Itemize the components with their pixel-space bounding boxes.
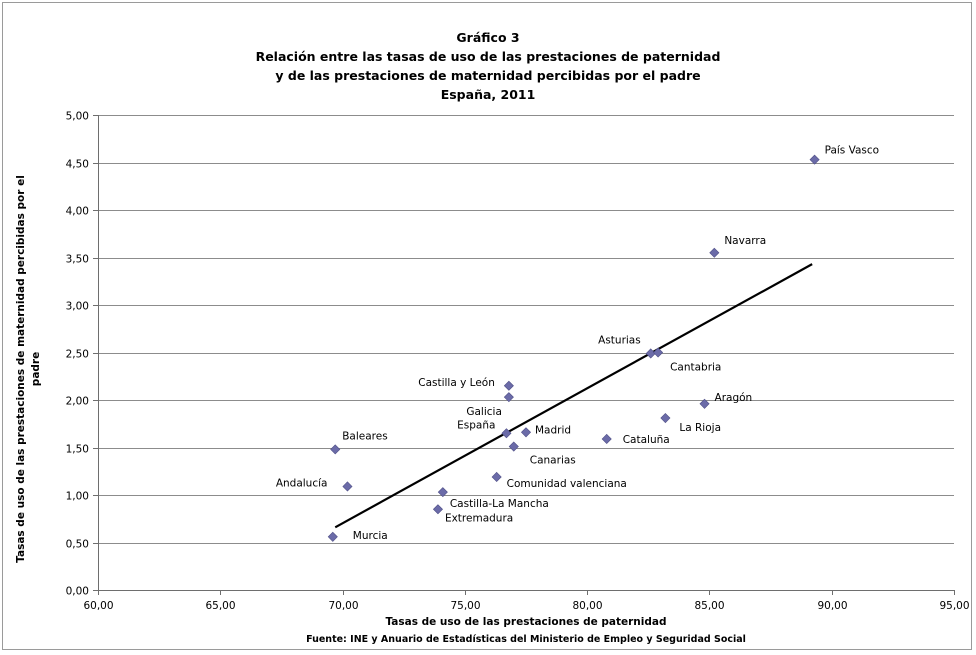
data-point-label: Castilla-La Mancha	[450, 498, 549, 510]
x-tick-label: 60,00	[83, 600, 113, 612]
data-points	[327, 154, 820, 542]
data-point-marker	[660, 413, 671, 424]
data-point-label: País Vasco	[825, 145, 880, 157]
title-line-4: España, 2011	[441, 87, 536, 102]
title-line-1: Gráfico 3	[456, 30, 519, 45]
data-point-marker	[601, 433, 612, 444]
data-point-marker	[432, 504, 443, 515]
y-tick-label: 0,00	[66, 586, 89, 598]
title-line-3: y de las prestaciones de maternidad perc…	[275, 68, 700, 83]
data-point-label: Canarias	[530, 455, 576, 467]
data-point-label: Comunidad valenciana	[507, 478, 627, 490]
data-point-marker	[520, 427, 532, 438]
data-point-marker	[653, 347, 664, 358]
y-tick-label: 4,00	[66, 206, 89, 218]
y-axis-title: Tasas de uso de las prestaciones de mate…	[15, 175, 42, 563]
source-note: Fuente: INE y Anuario de Estadísticas de…	[306, 634, 746, 645]
x-tick-label: 75,00	[450, 600, 480, 612]
y-tick-label: 3,00	[66, 301, 89, 313]
x-tick-label: 65,00	[205, 600, 235, 612]
data-point-label: Galicia	[466, 406, 502, 418]
data-point-marker	[491, 471, 502, 482]
y-tick-label: 2,00	[66, 396, 89, 408]
data-point-label: Asturias	[598, 334, 641, 346]
point-labels: País Vasco Navarra Asturias Cantabria Aragón…	[276, 145, 879, 542]
trendline-segment	[334, 263, 813, 529]
data-point-marker	[501, 428, 512, 439]
y-tick-label: 3,50	[66, 254, 89, 266]
data-point-label: Aragón	[715, 392, 753, 404]
data-point-marker	[508, 441, 519, 452]
x-tick-label: 85,00	[694, 600, 724, 612]
data-point-marker	[437, 487, 448, 498]
data-point-label: España	[457, 419, 495, 431]
data-point-label: Cantabria	[670, 362, 721, 374]
axes	[98, 115, 954, 591]
y-tick-labels: 0,00 0,50 1,00 1,50 2,00 2,50 3,00 3,50 4,00 4,50…	[66, 111, 89, 598]
data-point-label: Madrid	[535, 424, 571, 436]
title-line-2: Relación entre las tasas de uso de las p…	[256, 49, 721, 64]
y-tick-label: 1,00	[66, 491, 89, 503]
x-tick-label: 70,00	[328, 600, 358, 612]
data-point-marker	[327, 531, 338, 542]
data-point-marker	[503, 392, 514, 403]
data-point-label: La Rioja	[679, 422, 721, 434]
data-point-marker	[342, 481, 353, 492]
x-tick-label: 95,00	[939, 600, 969, 612]
data-point-marker	[330, 444, 341, 455]
trendline	[334, 263, 813, 529]
data-point-label: Navarra	[724, 235, 766, 247]
y-tick-label: 0,50	[66, 539, 89, 551]
data-point-label: Castilla y León	[418, 377, 495, 389]
data-point-marker	[809, 154, 820, 165]
y-axis-title-line-1: Tasas de uso de las prestaciones de mate…	[15, 175, 27, 563]
data-point-label: Cataluña	[623, 434, 670, 446]
y-tick-label: 1,50	[66, 444, 89, 456]
x-tick-label: 90,00	[817, 600, 847, 612]
data-point-label: Murcia	[353, 530, 388, 542]
chart-title: Gráfico 3 Relación entre las tasas de us…	[256, 30, 721, 102]
data-point-marker	[503, 380, 514, 391]
data-point-marker	[699, 398, 710, 409]
y-tick-label: 5,00	[66, 111, 89, 123]
x-axis-title: Tasas de uso de las prestaciones de pate…	[385, 616, 666, 628]
y-tick-label: 4,50	[66, 159, 89, 171]
data-point-label: Andalucía	[276, 477, 328, 489]
y-tick-label: 2,50	[66, 349, 89, 361]
x-tick-labels: 60,00 65,00 70,00 75,00 80,00 85,00 90,00 95,00	[83, 600, 969, 612]
data-point-label: Extremadura	[445, 512, 513, 524]
x-tick-label: 80,00	[572, 600, 602, 612]
data-point-marker	[709, 247, 720, 258]
y-axis-title-line-2: padre	[30, 352, 42, 386]
data-point-label: Baleares	[342, 430, 387, 442]
gridlines	[93, 115, 955, 595]
